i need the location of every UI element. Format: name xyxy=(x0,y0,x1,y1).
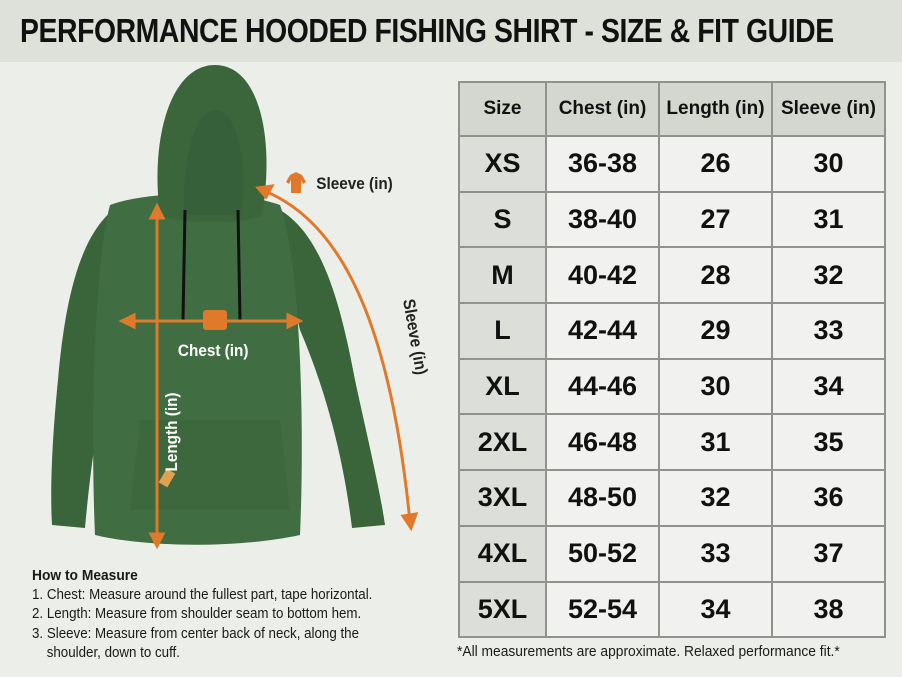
cell-size: XL xyxy=(458,357,547,416)
cell-chest: 40-42 xyxy=(545,246,660,305)
cell-chest: 48-50 xyxy=(545,469,660,527)
page-title: PERFORMANCE HOODED FISHING SHIRT - SIZE … xyxy=(20,12,834,49)
length-label: Length (in) xyxy=(161,392,181,472)
cell-size: L xyxy=(458,302,547,360)
cell-length: 27 xyxy=(658,190,773,249)
cell-size: 4XL xyxy=(458,524,547,583)
tape-measure-icon xyxy=(203,310,227,330)
table-row: L 42-44 29 33 xyxy=(458,302,886,360)
footnote: *All measurements are approximate. Relax… xyxy=(457,643,840,660)
cell-sleeve: 37 xyxy=(771,524,886,583)
cell-sleeve: 34 xyxy=(771,357,886,416)
cell-chest: 46-48 xyxy=(545,413,660,472)
step-sleeve: 3. Sleeve: Measure from center back of n… xyxy=(32,625,360,642)
cell-sleeve: 32 xyxy=(771,246,886,305)
cell-length: 28 xyxy=(658,246,773,305)
shirt-figure: Sleeve (in) Sleeve (in) Chest (in) Lengt… xyxy=(0,62,450,562)
length-arrowhead-bottom xyxy=(148,532,166,550)
cell-length: 30 xyxy=(658,357,773,416)
hooded-shirt-illustration xyxy=(51,65,419,550)
sleeve-arrow xyxy=(261,188,412,523)
header-length: Length (in) xyxy=(658,81,773,137)
cell-length: 33 xyxy=(658,524,773,583)
drawstring-left xyxy=(181,209,187,321)
header-size: Size xyxy=(458,81,547,137)
length-arrowhead-top xyxy=(148,202,166,220)
sleeve-arrowhead-bottom xyxy=(400,512,419,532)
cell-chest: 42-44 xyxy=(545,302,660,360)
table-header-row: Size Chest (in) Length (in) Sleeve (in) xyxy=(458,81,886,137)
step-length: 2. Length: Measure from shoulder seam to… xyxy=(32,606,362,622)
cell-chest: 44-46 xyxy=(545,357,660,416)
chest-arrowhead-left xyxy=(118,312,136,330)
cell-chest: 36-38 xyxy=(545,135,660,193)
cell-chest: 52-54 xyxy=(545,580,660,639)
cell-sleeve: 35 xyxy=(771,413,886,472)
cell-sleeve: 36 xyxy=(771,469,886,527)
cell-chest: 38-40 xyxy=(545,190,660,249)
cell-chest: 50-52 xyxy=(545,524,660,583)
cell-sleeve: 30 xyxy=(771,135,886,193)
table-row: 3XL 48-50 32 36 xyxy=(458,469,886,527)
cell-length: 31 xyxy=(658,413,773,472)
chest-label: Chest (in) xyxy=(177,341,249,360)
chest-arrowhead-right xyxy=(286,312,304,330)
header-sleeve: Sleeve (in) xyxy=(771,81,886,137)
cell-sleeve: 38 xyxy=(771,580,886,639)
table-row: 2XL 46-48 31 35 xyxy=(458,413,886,472)
how-to-heading: How to Measure xyxy=(32,567,138,584)
sleeve-arrowhead-top xyxy=(255,184,275,200)
cell-size: S xyxy=(458,190,547,249)
table-row: S 38-40 27 31 xyxy=(458,190,886,249)
how-to-measure: How to Measure 1. Chest: Measure around … xyxy=(32,566,437,664)
cell-size: 2XL xyxy=(458,413,547,472)
table-row: 5XL 52-54 34 38 xyxy=(458,580,886,639)
step-sleeve-cont: shoulder, down to cuff. xyxy=(46,645,180,661)
size-table: Size Chest (in) Length (in) Sleeve (in) … xyxy=(458,81,886,639)
cell-sleeve: 33 xyxy=(771,302,886,360)
cell-size: 3XL xyxy=(458,469,547,527)
cell-length: 29 xyxy=(658,302,773,360)
table-row: 4XL 50-52 33 37 xyxy=(458,524,886,583)
table-row: XS 36-38 26 30 xyxy=(458,135,886,193)
cell-length: 26 xyxy=(658,135,773,193)
hood-opening xyxy=(184,110,243,215)
table-row: M 40-42 28 32 xyxy=(458,246,886,305)
sleeve-icon-label: Sleeve (in) xyxy=(316,174,393,193)
ruler-icon xyxy=(158,468,176,488)
cell-size: 5XL xyxy=(458,580,547,639)
cell-sleeve: 31 xyxy=(771,190,886,249)
title-bar: PERFORMANCE HOODED FISHING SHIRT - SIZE … xyxy=(0,0,902,62)
cell-length: 32 xyxy=(658,469,773,527)
shirt-icon xyxy=(286,172,306,193)
header-chest: Chest (in) xyxy=(545,81,660,137)
step-chest: 1. Chest: Measure around the fullest par… xyxy=(32,586,373,603)
right-sleeve xyxy=(270,205,385,528)
table-row: XL 44-46 30 34 xyxy=(458,357,886,416)
cell-size: XS xyxy=(458,135,547,193)
drawstring-right xyxy=(236,209,242,321)
table-body: XS 36-38 26 30 S 38-40 27 31 M 40-42 28 32 L 42-44 29 3… xyxy=(458,135,886,639)
cell-size: M xyxy=(458,246,547,305)
cell-length: 34 xyxy=(658,580,773,639)
kangaroo-pocket xyxy=(130,420,290,510)
